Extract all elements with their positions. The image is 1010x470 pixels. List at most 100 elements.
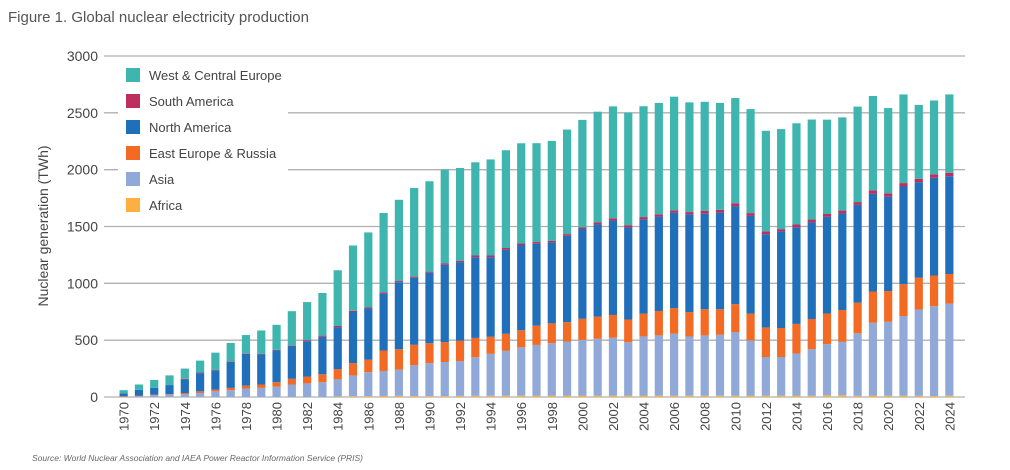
bar-asia-1979 [257, 387, 266, 397]
bar-asia-1974 [180, 394, 189, 397]
bar-west-central-europe-1977 [226, 343, 235, 362]
bar-asia-2011 [746, 340, 755, 396]
y-tick-label: 500 [75, 332, 99, 348]
bar-stack-2011 [746, 109, 755, 397]
bar-east-europe-russia-2018 [853, 302, 862, 334]
bar-east-europe-russia-1976 [211, 389, 220, 392]
bar-stack-1989 [410, 187, 419, 397]
bar-west-central-europe-1994 [486, 159, 495, 256]
bar-south-america-1994 [486, 255, 495, 258]
bar-south-america-1975 [196, 372, 205, 374]
bar-north-america-2023 [929, 177, 939, 276]
x-tick-label: 2012 [759, 402, 774, 431]
bar-stack-1993 [471, 162, 480, 397]
bar-west-central-europe-1985 [348, 245, 358, 311]
bar-north-america-1976 [211, 370, 220, 390]
bar-west-central-europe-1970 [119, 390, 128, 394]
bar-stack-2014 [792, 123, 801, 397]
bar-east-europe-russia-2013 [777, 328, 786, 357]
bar-africa-1998 [547, 395, 556, 397]
bar-stack-1991 [440, 169, 449, 397]
bar-asia-2018 [853, 333, 862, 396]
bar-africa-1996 [517, 395, 526, 397]
bar-stack-1995 [501, 150, 511, 397]
bar-west-central-europe-1983 [318, 292, 327, 336]
bar-asia-1997 [532, 344, 541, 396]
bar-africa-1984 [333, 396, 342, 397]
bar-north-america-1994 [486, 257, 495, 337]
legend-label: Africa [149, 198, 183, 213]
bar-south-america-2007 [685, 212, 694, 215]
bar-stack-2008 [700, 101, 709, 397]
bar-east-europe-russia-1974 [180, 393, 189, 395]
y-tick-label: 3000 [67, 48, 98, 64]
x-tick-label: 1974 [178, 402, 193, 431]
bar-west-central-europe-2019 [868, 96, 877, 191]
bar-east-europe-russia-2005 [654, 310, 663, 336]
bar-south-america-2011 [746, 213, 755, 216]
bar-south-america-2003 [624, 225, 633, 228]
bar-stack-2005 [654, 102, 663, 397]
bar-west-central-europe-1984 [333, 270, 342, 326]
bar-africa-1991 [440, 396, 449, 397]
bar-east-europe-russia-1973 [165, 394, 174, 395]
bar-west-central-europe-1981 [287, 311, 296, 346]
bar-west-central-europe-1991 [440, 169, 449, 264]
bar-west-central-europe-2022 [914, 104, 923, 179]
bar-africa-2000 [578, 395, 587, 397]
bar-asia-2000 [578, 339, 587, 396]
bar-north-america-2004 [639, 219, 648, 314]
bar-north-america-2001 [593, 224, 602, 317]
bar-stack-2015 [807, 119, 816, 397]
legend-swatch-asia [126, 172, 140, 186]
bar-east-europe-russia-2017 [838, 310, 847, 342]
bar-asia-1975 [196, 393, 205, 397]
bar-north-america-1971 [134, 389, 144, 396]
bar-africa-2011 [746, 395, 755, 397]
bar-west-central-europe-2007 [685, 102, 694, 213]
bar-south-america-1988 [394, 281, 403, 283]
bar-north-america-1975 [196, 373, 205, 392]
bar-africa-2006 [670, 395, 679, 397]
bar-asia-1990 [425, 363, 434, 397]
bar-africa-1999 [562, 395, 572, 397]
bar-south-america-1979 [257, 353, 266, 355]
bar-stack-2006 [670, 96, 679, 397]
bar-north-america-1996 [517, 245, 526, 331]
bar-africa-2005 [654, 395, 663, 397]
bar-east-europe-russia-1988 [394, 349, 403, 370]
x-tick-label: 2016 [820, 402, 835, 431]
legend-label: West & Central Europe [149, 68, 282, 83]
bar-south-america-1974 [180, 378, 189, 380]
bar-africa-2017 [838, 395, 847, 397]
bar-africa-1988 [394, 395, 403, 397]
x-tick-label: 2018 [851, 402, 866, 431]
bar-east-europe-russia-1970 [119, 396, 128, 397]
bar-asia-2008 [700, 335, 709, 396]
bar-asia-2006 [670, 333, 679, 396]
bar-north-america-1995 [501, 249, 511, 334]
bar-east-europe-russia-1991 [440, 342, 449, 362]
bar-south-america-1981 [287, 345, 296, 346]
bar-east-europe-russia-2007 [685, 312, 694, 337]
bar-africa-1990 [425, 396, 434, 397]
bar-north-america-2021 [899, 186, 908, 285]
x-tick-label: 1982 [300, 402, 315, 431]
bar-east-europe-russia-2006 [670, 308, 679, 334]
legend: West & Central Europe South America North … [118, 62, 288, 216]
bar-asia-2002 [608, 337, 618, 396]
bar-east-europe-russia-1986 [364, 359, 373, 373]
bar-north-america-2014 [792, 227, 801, 324]
legend-label: North America [149, 120, 232, 135]
bar-north-america-2003 [624, 227, 633, 320]
bar-south-america-2008 [700, 210, 709, 214]
bar-stack-1997 [532, 143, 541, 397]
bar-north-america-2008 [700, 213, 709, 310]
legend-label: South America [149, 94, 234, 109]
legend-label: East Europe & Russia [149, 146, 277, 161]
x-tick-label: 1980 [270, 402, 285, 431]
bar-africa-2023 [929, 395, 939, 397]
bar-stack-1982 [303, 302, 312, 397]
bar-south-america-1997 [532, 242, 541, 244]
